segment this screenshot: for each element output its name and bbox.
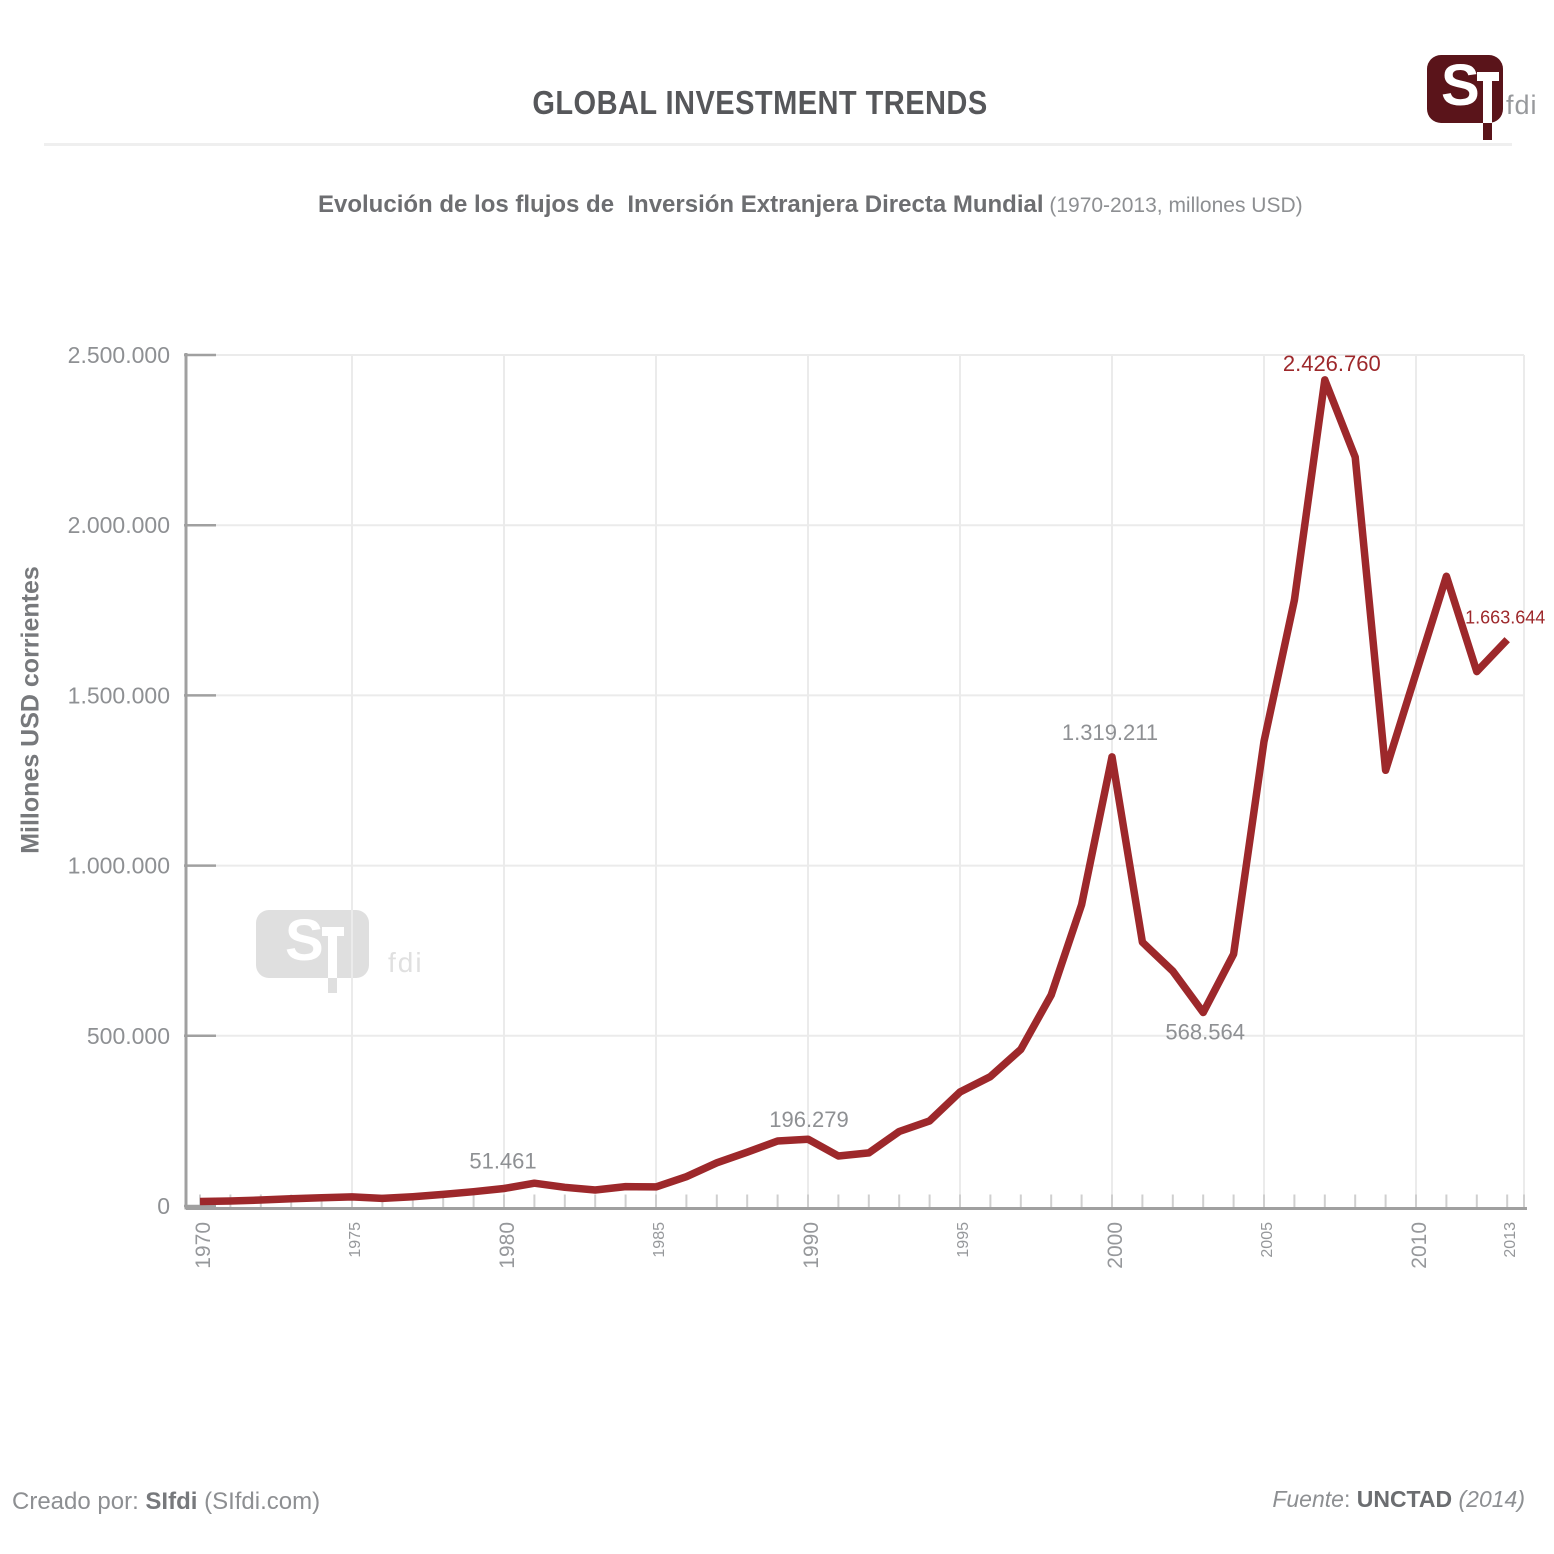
x-tick-label: 1995	[955, 1222, 972, 1258]
x-tick-label: 2000	[1104, 1222, 1127, 1269]
source-colon: :	[1343, 1486, 1357, 1512]
credit-text: Creado por: SIfdi (SIfdi.com)	[12, 1488, 320, 1516]
data-point-label: 2.426.760	[1283, 351, 1381, 376]
y-tick-label: 2.000.000	[68, 512, 170, 538]
watermark-fdi-text: fdi	[388, 947, 424, 978]
y-tick-label: 0	[157, 1193, 170, 1219]
chart-subtitle-main: Evolución de los flujos de Inversión Ext…	[318, 191, 1044, 218]
chart-subtitle-note: (1970-2013, millones USD)	[1043, 194, 1303, 217]
page-title: GLOBAL INVESTMENT TRENDS	[532, 84, 988, 121]
data-point-label: 1.319.211	[1062, 720, 1158, 745]
x-tick-label: 2010	[1408, 1222, 1431, 1269]
x-tick-label: 1970	[192, 1222, 215, 1269]
watermark-letter-s: S	[285, 908, 324, 973]
y-tick-label: 1.000.000	[68, 853, 170, 879]
sifdi-logo-fdi-text: fdi	[1506, 90, 1538, 120]
source-text: Fuente: UNCTAD (2014)	[1272, 1486, 1525, 1513]
y-tick-label: 2.500.000	[68, 342, 170, 368]
source-word: Fuente	[1272, 1486, 1344, 1512]
sifdi-logo-letter-s: S	[1441, 53, 1480, 118]
x-tick-label: 2005	[1259, 1222, 1276, 1258]
fdi-series-line	[199, 376, 1510, 1206]
source-org: UNCTAD	[1356, 1486, 1453, 1512]
credit-author: SIfdi	[145, 1488, 198, 1515]
watermark-logo-icon	[256, 910, 369, 978]
x-tick-label: 1990	[800, 1222, 823, 1269]
watermark-i-stem	[328, 927, 337, 978]
sifdi-logo-i-tail	[1483, 123, 1492, 140]
y-tick-label: 1.500.000	[68, 682, 170, 708]
data-point-label: 51.461	[469, 1148, 536, 1173]
data-point-label: 1.663.644	[1465, 608, 1545, 628]
data-point-label: 196.279	[769, 1107, 849, 1132]
x-tick-label: 1985	[651, 1222, 668, 1258]
data-point-label: 568.564	[1165, 1019, 1245, 1044]
y-tick-label: 500.000	[87, 1023, 170, 1049]
header-divider	[44, 143, 1512, 146]
credit-site: (SIfdi.com)	[197, 1488, 321, 1515]
x-tick-label: 1975	[347, 1222, 364, 1258]
sifdi-logo-i-stem	[1483, 72, 1492, 123]
source-year: (2014)	[1452, 1486, 1526, 1512]
x-tick-label: 2013	[1502, 1222, 1519, 1258]
chart-subtitle: Evolución de los flujos de Inversión Ext…	[318, 191, 1303, 219]
watermark-i-tail	[328, 978, 337, 993]
credit-prefix: Creado por:	[12, 1488, 146, 1515]
x-tick-label: 1980	[496, 1222, 519, 1269]
